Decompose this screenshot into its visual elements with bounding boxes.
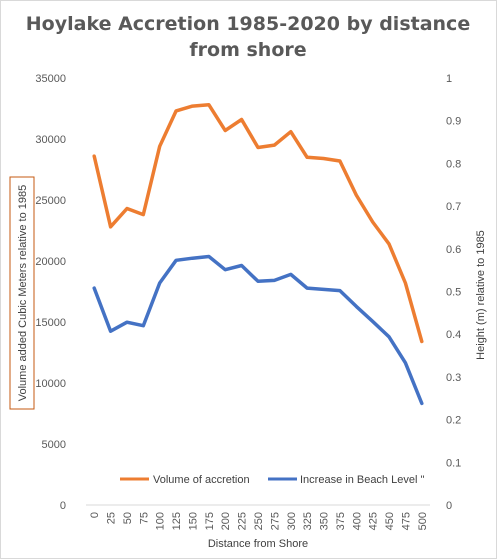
right-tick-label: 0 bbox=[446, 500, 452, 512]
x-tick-label: 175 bbox=[204, 512, 216, 530]
x-tick-label: 150 bbox=[187, 512, 199, 530]
right-tick-label: 0.8 bbox=[446, 158, 461, 170]
left-tick-label: 20000 bbox=[35, 256, 66, 268]
x-tick-label: 200 bbox=[220, 512, 232, 530]
x-tick-label: 0 bbox=[89, 512, 101, 518]
x-tick-label: 500 bbox=[417, 512, 429, 530]
x-tick-label: 25 bbox=[106, 512, 118, 524]
series-line-volume-of-accretion bbox=[92, 103, 424, 344]
x-tick-label: 75 bbox=[138, 512, 150, 524]
x-tick-label: 125 bbox=[171, 512, 183, 530]
x-tick-label: 450 bbox=[384, 512, 396, 530]
right-tick-label: 0.9 bbox=[446, 116, 461, 128]
x-tick-label: 325 bbox=[302, 512, 314, 530]
right-axis-tick-labels: 0 0.1 0.2 0.3 0.4 0.5 0.6 0.7 0.8 0.9 1 bbox=[446, 73, 461, 512]
chart-title-line-1: Hoylake Accretion 1985-2020 by distance bbox=[26, 13, 470, 35]
legend: Volume of accretion Increase in Beach Le… bbox=[120, 474, 424, 486]
left-tick-label: 0 bbox=[60, 500, 66, 512]
chart-title-line-2: from shore bbox=[189, 39, 306, 61]
series-layer bbox=[92, 103, 424, 406]
x-tick-label: 300 bbox=[286, 512, 298, 530]
right-axis-title: Height (m) relative to 1985 bbox=[475, 230, 487, 360]
x-tick-label: 350 bbox=[319, 512, 331, 530]
x-tick-label: 475 bbox=[400, 512, 412, 530]
left-tick-label: 10000 bbox=[35, 378, 66, 390]
x-tick-label: 425 bbox=[368, 512, 380, 530]
right-tick-label: 0.6 bbox=[446, 244, 461, 256]
right-tick-label: 0.7 bbox=[446, 201, 461, 213]
x-tick-label: 400 bbox=[351, 512, 363, 530]
left-tick-label: 5000 bbox=[42, 439, 66, 451]
left-tick-label: 25000 bbox=[35, 195, 66, 207]
left-axis-title-box bbox=[9, 176, 35, 410]
x-tick-label: 275 bbox=[269, 512, 281, 530]
x-tick-label: 225 bbox=[237, 512, 249, 530]
x-tick-label: 250 bbox=[253, 512, 265, 530]
right-tick-label: 0.1 bbox=[446, 457, 461, 469]
right-tick-label: 0.4 bbox=[446, 329, 461, 341]
legend-label-volume: Volume of accretion bbox=[153, 474, 250, 486]
left-tick-label: 35000 bbox=[35, 73, 66, 85]
left-tick-label: 15000 bbox=[35, 317, 66, 329]
chart-title: Hoylake Accretion 1985-2020 by distance … bbox=[26, 13, 470, 61]
x-tick-label: 100 bbox=[155, 512, 167, 530]
left-tick-label: 30000 bbox=[35, 134, 66, 146]
series-line-increase-in-beach-level bbox=[92, 254, 424, 406]
x-axis-title: Distance from Shore bbox=[208, 538, 308, 550]
right-tick-label: 0.2 bbox=[446, 415, 461, 427]
right-tick-label: 0.5 bbox=[446, 287, 461, 299]
right-tick-label: 1 bbox=[446, 73, 452, 85]
legend-label-beach-level: Increase in Beach Level " bbox=[300, 474, 424, 486]
left-axis-tick-labels: 0 5000 10000 15000 20000 25000 30000 35000 bbox=[35, 73, 66, 512]
x-tick-label: 50 bbox=[122, 512, 134, 524]
right-tick-label: 0.3 bbox=[446, 372, 461, 384]
x-tick-label: 375 bbox=[335, 512, 347, 530]
left-axis-title: Volume added Cubic Meters relative to 19… bbox=[17, 185, 29, 401]
x-axis: 0 25 50 75 100 125 150 175 200 225 250 275 300 325 350… bbox=[86, 504, 430, 530]
